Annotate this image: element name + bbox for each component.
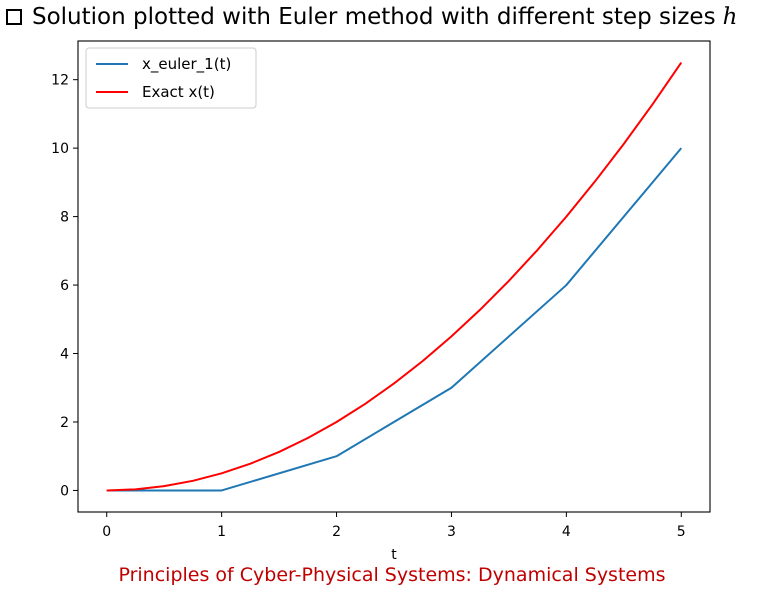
slide-footer: Principles of Cyber-Physical Systems: Dy… [118,564,666,586]
legend: x_euler_1(t) Exact x(t) [85,47,257,109]
series-line-euler [106,147,683,492]
y-tick-label: 4 [60,347,69,363]
y-tick-label: 2 [60,415,69,431]
x-tick-label: 0 [102,524,111,540]
legend-label-exact: Exact x(t) [142,83,215,101]
x-tick-label: 5 [677,524,686,540]
x-tick-label: 4 [562,524,571,540]
y-tick-label: 10 [51,141,69,157]
x-axis-label: t [391,547,397,563]
y-tick-label: 6 [60,278,69,294]
y-tick-label: 8 [60,210,69,226]
series-line-exact [106,61,683,492]
y-tick-label: 12 [51,73,69,89]
slide-heading: Solution plotted with Euler method with … [6,4,737,30]
slide-heading-text: Solution plotted with Euler method with … [32,4,716,30]
slide-heading-variable: h [722,4,738,30]
x-tick-label: 1 [217,524,226,540]
checkbox-bullet-icon [6,9,22,25]
x-tick-label: 2 [332,524,341,540]
series-layer [106,61,683,492]
legend-frame [85,47,257,109]
x-tick-label: 3 [447,524,456,540]
legend-label-euler: x_euler_1(t) [142,55,231,74]
plot-area [78,41,710,512]
y-tick-label: 0 [60,483,69,499]
plot-frame [77,40,711,513]
